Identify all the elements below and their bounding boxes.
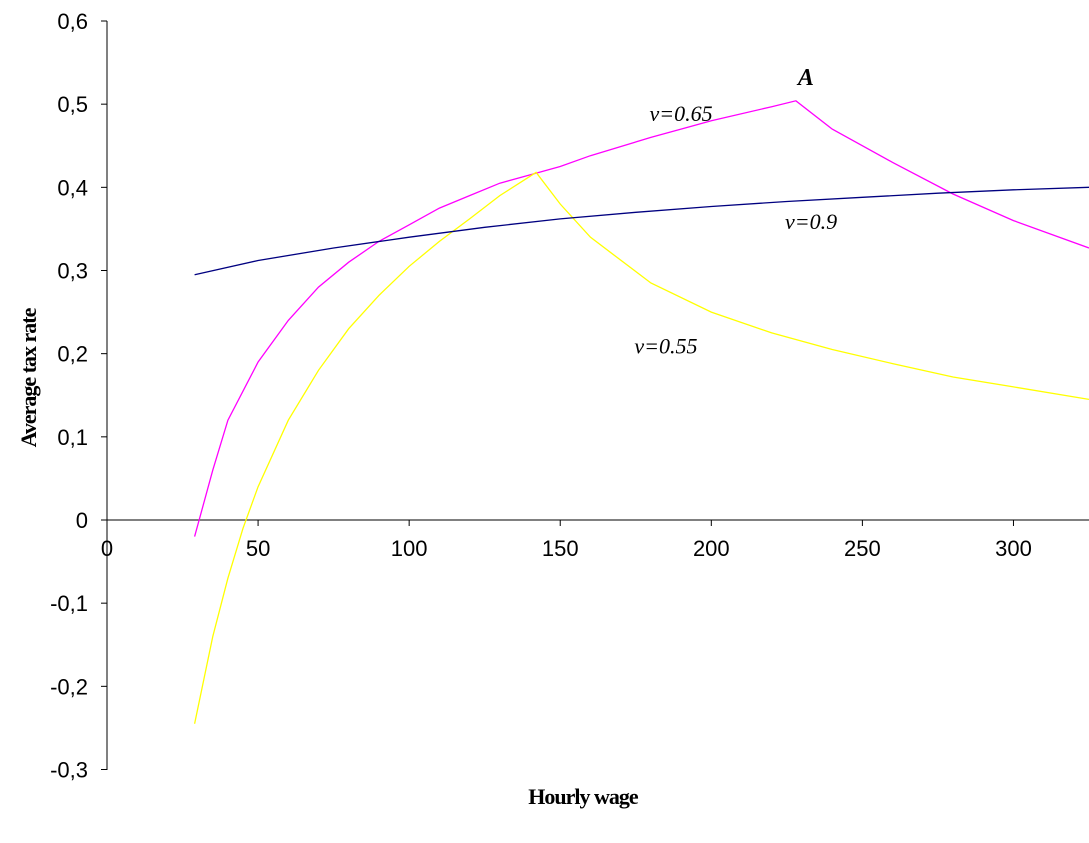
tick-labels: -0,3 -0,2 -0,1 0 0,1 0,2 0,3 0,4 0,5 0,6 0 50 100 150… <box>50 9 1032 783</box>
y-tick-label: 0,6 <box>57 9 88 34</box>
y-axis-title: Average tax rate <box>16 307 41 447</box>
y-tick-label: -0,1 <box>50 591 88 616</box>
x-tick-label: 150 <box>542 536 579 561</box>
y-tick-label: 0,4 <box>57 175 88 200</box>
y-tick-label: 0,1 <box>57 425 88 450</box>
x-tick-label: 200 <box>693 536 730 561</box>
x-tick-label: 100 <box>391 536 428 561</box>
annotation-1: A <box>796 65 814 91</box>
series-line-1 <box>193 171 1089 724</box>
series-line-0 <box>193 100 1089 537</box>
y-tick-label: 0,3 <box>57 259 88 284</box>
axes <box>101 20 1089 770</box>
y-tick-label: 0 <box>76 508 88 533</box>
annotation-0: v=0.65 <box>650 101 713 126</box>
x-tick-label: 250 <box>844 536 881 561</box>
x-axis-title: Hourly wage <box>528 784 639 809</box>
annotations: v=0.65 Av=0.9 v=0.55 <box>634 65 837 359</box>
x-tick-label: 300 <box>995 536 1032 561</box>
annotation-3: v=0.55 <box>634 334 697 359</box>
x-tick-label: 50 <box>246 536 270 561</box>
annotation-2: v=0.9 <box>785 209 837 234</box>
y-tick-label: 0,2 <box>57 342 88 367</box>
y-tick-label: 0,5 <box>57 92 88 117</box>
y-tick-label: -0,3 <box>50 758 88 783</box>
series-line-2 <box>194 186 1089 276</box>
x-tick-label: 0 <box>101 536 113 561</box>
series-lines <box>193 100 1089 724</box>
y-tick-label: -0,2 <box>50 674 88 699</box>
